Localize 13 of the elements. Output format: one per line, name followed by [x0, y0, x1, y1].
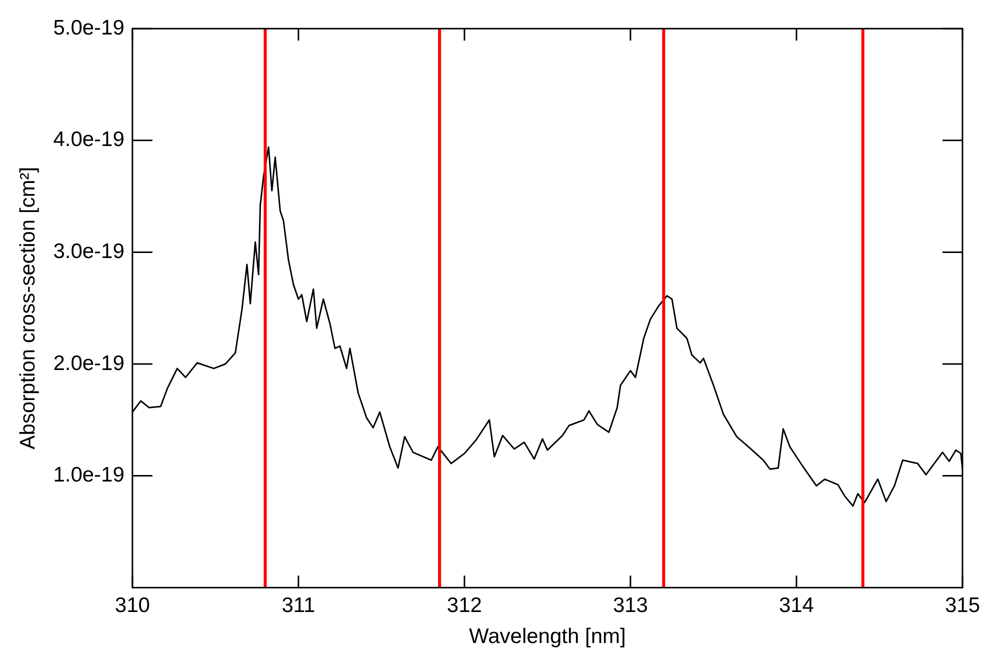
y-axis-title: Absorption cross-section [cm²]: [16, 166, 40, 450]
y-tick-label: 2.0e-19: [53, 352, 124, 375]
x-tick-label: 314: [778, 594, 814, 617]
y-tick-label: 4.0e-19: [53, 128, 124, 152]
x-tick-label: 312: [446, 594, 482, 617]
y-tick-label: 5.0e-19: [53, 16, 124, 40]
x-tick-label: 315: [944, 594, 980, 617]
x-tick-label: 313: [612, 594, 648, 617]
x-tick-label: 310: [114, 594, 150, 617]
y-tick-label: 1.0e-19: [53, 464, 124, 487]
x-tick-label: 311: [282, 594, 316, 617]
x-axis-title: Wavelength [nm]: [469, 625, 626, 648]
y-tick-label: 3.0e-19: [53, 240, 124, 263]
